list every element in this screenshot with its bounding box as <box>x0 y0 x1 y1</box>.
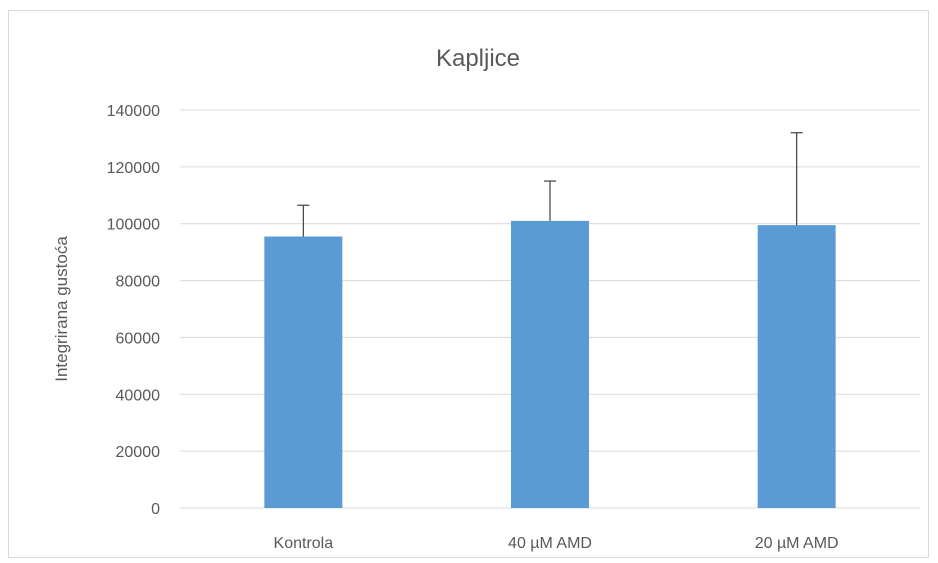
error-bars <box>297 132 803 237</box>
y-tick-label: 40000 <box>116 387 161 404</box>
y-axis-label: Integrirana gustoća <box>52 236 71 382</box>
chart-title: Kapljice <box>436 45 520 72</box>
x-tick-labels: Kontrola 40 µM AMD 20 µM AMD <box>274 535 839 552</box>
bar <box>757 225 836 508</box>
x-tick-label: 20 µM AMD <box>755 535 839 552</box>
bar <box>264 236 343 508</box>
y-tick-label: 100000 <box>107 217 160 234</box>
y-tick-label: 60000 <box>116 330 161 347</box>
bar <box>511 220 589 508</box>
x-tick-label: 40 µM AMD <box>508 535 592 552</box>
y-tick-labels: 0 20000 40000 60000 80000 100000 120000 140000 <box>107 103 160 518</box>
y-tick-label: 20000 <box>116 444 161 461</box>
y-tick-label: 0 <box>151 501 160 518</box>
bars <box>264 220 836 508</box>
x-tick-label: Kontrola <box>274 535 334 552</box>
y-tick-label: 120000 <box>107 160 160 177</box>
y-tick-label: 80000 <box>116 274 161 291</box>
y-tick-label: 140000 <box>107 103 160 120</box>
